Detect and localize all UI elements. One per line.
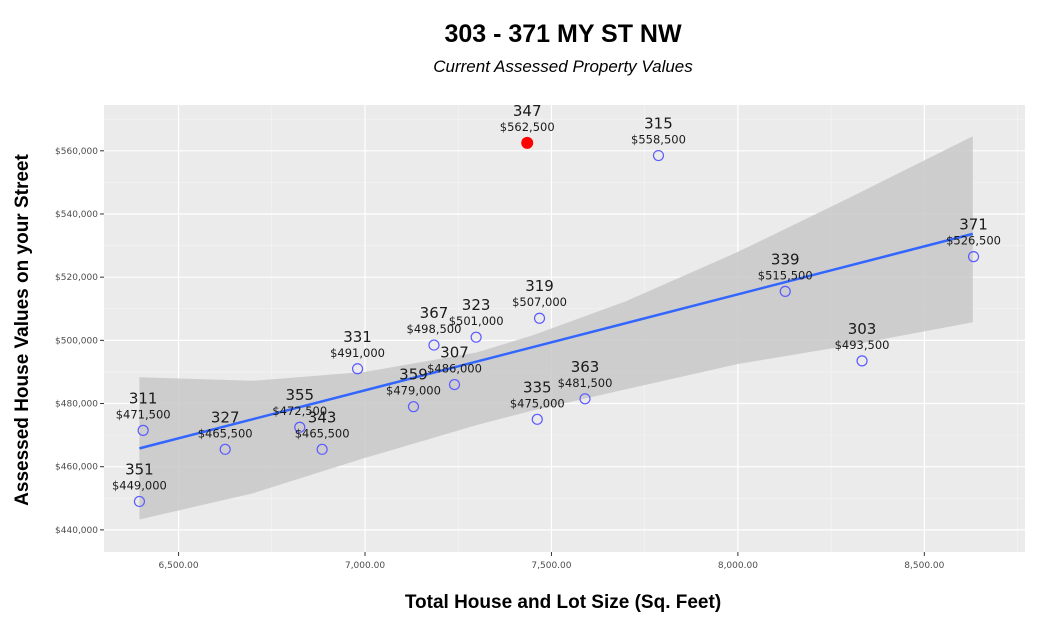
point-value-label: $472,500 [272,404,327,418]
y-tick-label: $440,000 [55,526,98,536]
point-value-label: $471,500 [116,407,171,421]
data-point [428,339,440,351]
data-point [470,331,482,343]
chart-subtitle: Current Assessed Property Values [433,57,693,76]
point-address-label: 323 [462,296,491,314]
x-axis-title: Total House and Lot Size (Sq. Feet) [405,592,721,613]
y-tick-label: $480,000 [55,400,98,410]
x-tick-label: 8,500.00 [904,561,944,571]
point-value-label: $481,500 [558,376,613,390]
x-tick-label: 8,000.00 [718,561,758,571]
y-tick-label: $520,000 [55,273,98,283]
point-value-label: $465,500 [198,426,253,440]
point-value-label: $493,500 [835,338,890,352]
data-point [137,424,149,436]
data-point [219,443,231,455]
y-axis-title: Assessed House Values on your Street [12,154,33,506]
point-address-label: 335 [523,378,552,396]
point-address-label: 347 [513,102,542,120]
point-address-label: 339 [771,250,800,268]
point-value-label: $475,000 [510,396,565,410]
point-labels-layer: 311$471,500351$449,000327$465,500355$472… [112,102,1001,493]
data-points-layer [133,136,980,508]
point-address-label: 307 [440,344,469,362]
point-value-label: $486,000 [427,362,482,376]
confidence-band-layer [139,136,973,520]
x-tick-label: 6,500.00 [159,561,199,571]
point-value-label: $491,000 [330,346,385,360]
x-tick-label: 7,000.00 [345,561,385,571]
data-point [579,393,591,405]
trend-line-layer [139,232,974,450]
trend-line [139,232,974,450]
data-point [531,413,543,425]
data-point [533,312,546,324]
point-value-label: $558,500 [631,133,686,147]
y-tick-label: $460,000 [55,463,98,473]
point-address-label: 367 [420,304,449,322]
data-point [779,285,791,297]
y-tick-label: $540,000 [55,210,98,220]
point-value-label: $507,000 [512,295,567,309]
point-address-label: 331 [343,328,372,346]
x-tick-label: 7,500.00 [531,561,571,571]
point-value-label: $526,500 [946,234,1001,248]
point-value-label: $479,000 [386,384,441,398]
point-value-label: $449,000 [112,478,167,492]
data-point [294,421,306,433]
chart-title: 303 - 371 MY ST NW [444,20,682,48]
y-tick-label: $560,000 [55,147,98,157]
highlighted-point [521,136,534,149]
point-value-label: $501,000 [449,314,504,328]
data-point [407,401,420,413]
y-tick-label: $500,000 [55,336,98,346]
confidence-band [139,136,973,520]
data-point [133,495,146,508]
point-address-label: 355 [285,386,314,404]
point-address-label: 351 [125,460,154,478]
data-point [856,355,868,367]
data-point [652,149,665,162]
data-point [448,378,461,391]
point-address-label: 363 [571,358,600,376]
data-point [316,443,328,455]
point-address-label: 303 [848,320,877,338]
point-value-label: $515,500 [758,268,813,282]
point-address-label: 315 [644,115,673,133]
point-address-label: 311 [129,389,158,407]
point-address-label: 319 [525,277,554,295]
point-address-label: 359 [399,366,428,384]
point-address-label: 371 [959,216,988,234]
y-axis-ticks: $440,000 $460,000 $480,000 $500,000 $520,000… [55,147,104,536]
point-value-label: $498,500 [407,322,462,336]
data-point [967,251,980,263]
data-point [351,363,364,375]
x-axis-ticks: 6,500.00 7,000.00 7,500.00 8,000.00 8,500.00 [159,552,945,571]
point-value-label: $562,500 [500,120,555,134]
point-address-label: 343 [308,408,337,426]
point-value-label: $465,500 [295,426,350,440]
point-address-label: 327 [211,408,240,426]
